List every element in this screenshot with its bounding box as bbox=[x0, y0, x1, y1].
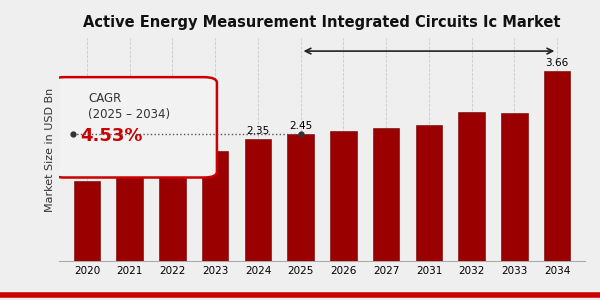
Text: 2.35: 2.35 bbox=[247, 126, 269, 136]
Bar bbox=[245, 139, 271, 261]
FancyBboxPatch shape bbox=[51, 77, 217, 178]
Bar bbox=[544, 71, 571, 261]
Bar bbox=[416, 125, 442, 261]
Bar bbox=[458, 112, 485, 261]
Bar bbox=[501, 113, 528, 261]
Bar bbox=[287, 134, 314, 261]
Title: Active Energy Measurement Integrated Circuits Ic Market: Active Energy Measurement Integrated Cir… bbox=[83, 15, 561, 30]
Y-axis label: Market Size in USD Bn: Market Size in USD Bn bbox=[45, 88, 55, 212]
Text: 4.53%: 4.53% bbox=[80, 127, 143, 145]
Bar bbox=[202, 151, 229, 261]
Bar bbox=[74, 181, 100, 261]
Bar bbox=[330, 131, 357, 261]
Bar bbox=[373, 128, 400, 261]
Bar bbox=[116, 174, 143, 261]
Text: 3.66: 3.66 bbox=[545, 58, 569, 68]
Bar bbox=[159, 163, 186, 261]
Text: CAGR
(2025 – 2034): CAGR (2025 – 2034) bbox=[88, 92, 170, 121]
Text: 2.45: 2.45 bbox=[289, 121, 313, 131]
